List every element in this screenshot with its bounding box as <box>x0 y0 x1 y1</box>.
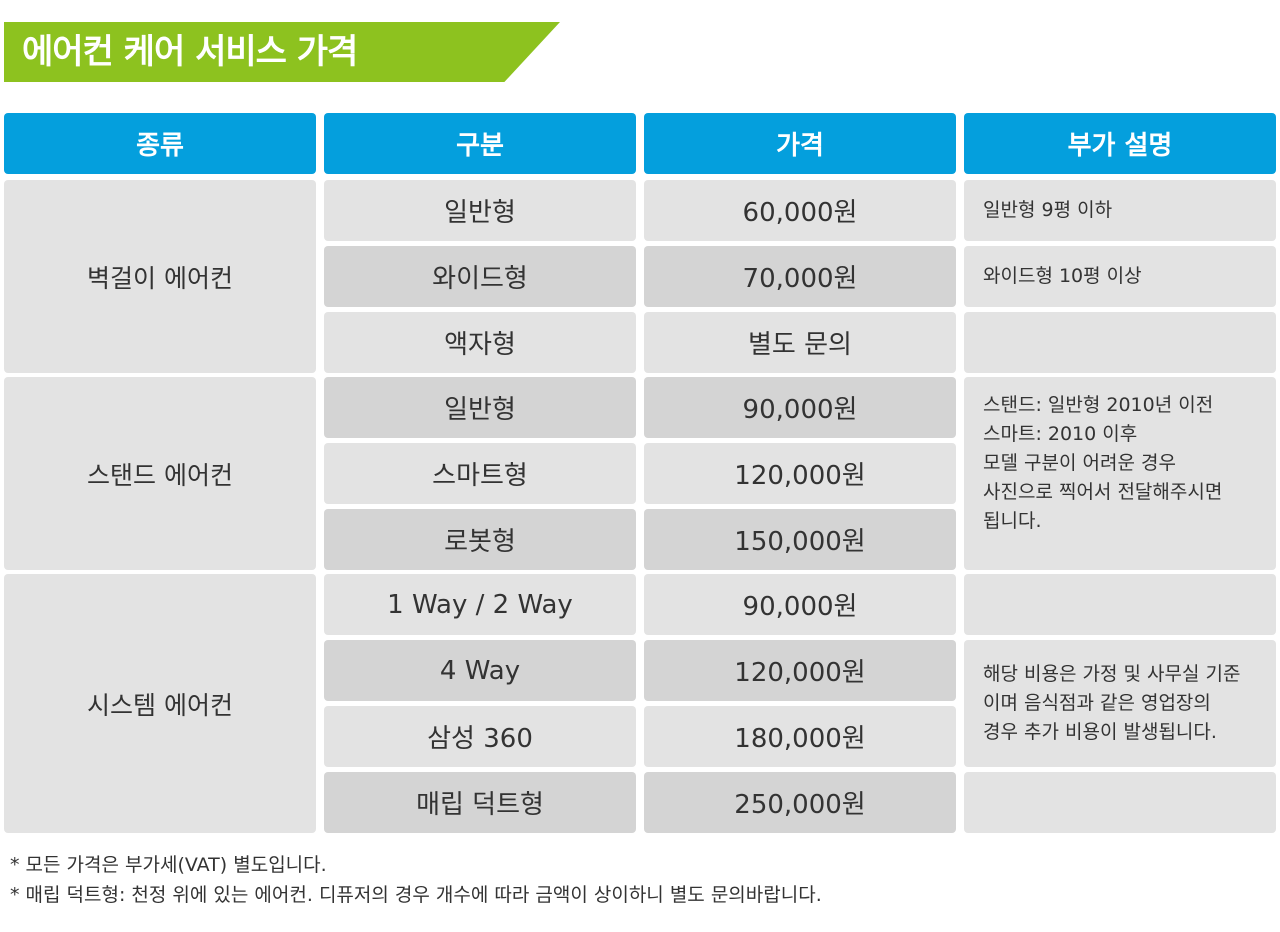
price-cell: 90,000원 <box>644 377 956 438</box>
category-cell: 매립 덕트형 <box>324 772 636 833</box>
price-cell: 180,000원 <box>644 706 956 767</box>
price-cell: 70,000원 <box>644 246 956 307</box>
page-title: 에어컨 케어 서비스 가격 <box>22 32 358 72</box>
category-cell: 액자형 <box>324 312 636 373</box>
category-cell: 일반형 <box>324 180 636 241</box>
description-cell: 와이드형 10평 이상 <box>964 246 1276 307</box>
footnotes: * 모든 가격은 부가세(VAT) 별도입니다. * 매립 덕트형: 천정 위에… <box>10 850 1270 910</box>
category-cell: 4 Way <box>324 640 636 701</box>
price-cell: 250,000원 <box>644 772 956 833</box>
description-cell: 해당 비용은 가정 및 사무실 기준 이며 음식점과 같은 영업장의 경우 추가… <box>964 640 1276 767</box>
price-cell: 150,000원 <box>644 509 956 570</box>
category-cell: 1 Way / 2 Way <box>324 574 636 635</box>
type-stand: 스탠드 에어컨 <box>4 377 316 570</box>
price-cell: 90,000원 <box>644 574 956 635</box>
price-cell: 별도 문의 <box>644 312 956 373</box>
price-cell: 120,000원 <box>644 640 956 701</box>
header-type: 종류 <box>4 113 316 174</box>
price-cell: 60,000원 <box>644 180 956 241</box>
type-system: 시스템 에어컨 <box>4 574 316 833</box>
footnote-duct: * 매립 덕트형: 천정 위에 있는 에어컨. 디퓨저의 경우 개수에 따라 금… <box>10 884 822 906</box>
description-cell: 스탠드: 일반형 2010년 이전 스마트: 2010 이후 모델 구분이 어려… <box>964 377 1276 570</box>
description-cell-empty <box>964 312 1276 373</box>
title-banner: 에어컨 케어 서비스 가격 <box>4 22 560 82</box>
description-cell-empty <box>964 772 1276 833</box>
category-cell: 삼성 360 <box>324 706 636 767</box>
header-price: 가격 <box>644 113 956 174</box>
type-wall: 벽걸이 에어컨 <box>4 180 316 373</box>
description-cell: 일반형 9평 이하 <box>964 180 1276 241</box>
description-cell-empty <box>964 574 1276 635</box>
footnote-vat: * 모든 가격은 부가세(VAT) 별도입니다. <box>10 854 327 876</box>
category-cell: 스마트형 <box>324 443 636 504</box>
price-cell: 120,000원 <box>644 443 956 504</box>
category-cell: 와이드형 <box>324 246 636 307</box>
header-category: 구분 <box>324 113 636 174</box>
header-description: 부가 설명 <box>964 113 1276 174</box>
category-cell: 로봇형 <box>324 509 636 570</box>
category-cell: 일반형 <box>324 377 636 438</box>
